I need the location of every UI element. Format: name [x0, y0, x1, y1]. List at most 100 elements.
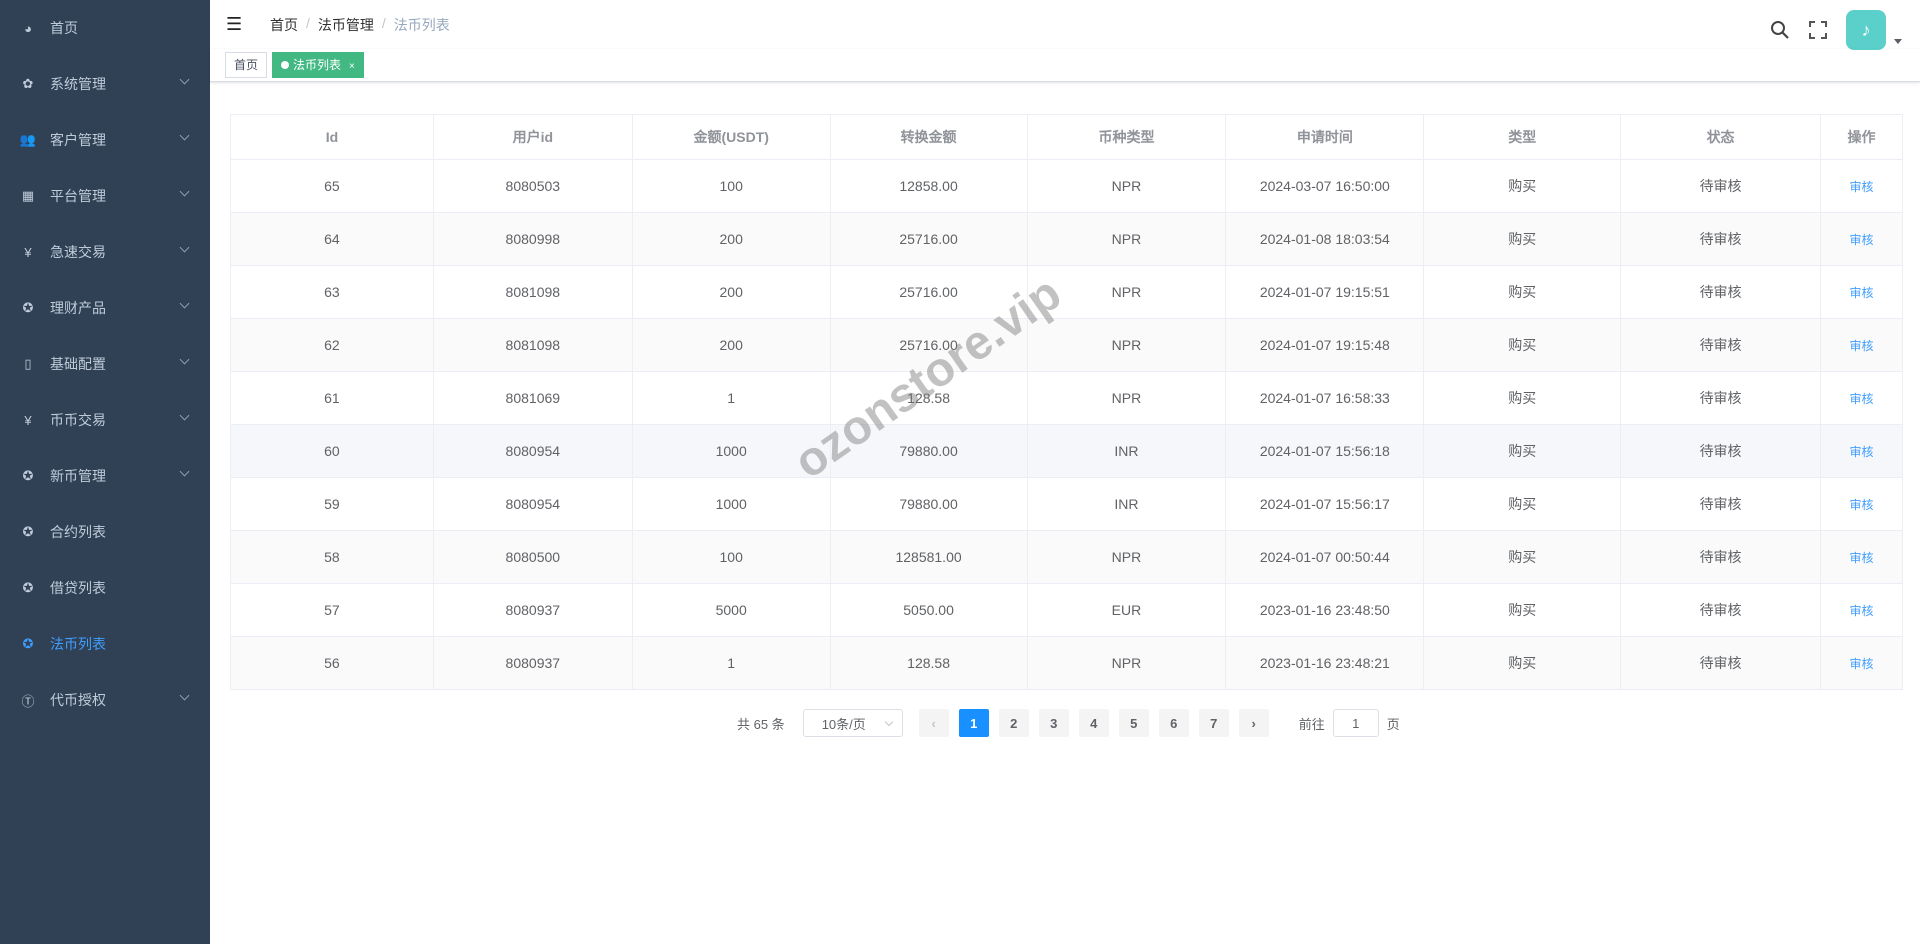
table-cell: 8081069: [432, 371, 633, 425]
table-cell: 8080503: [432, 159, 633, 213]
table-cell: 审核: [1820, 318, 1903, 372]
table-cell: 审核: [1820, 371, 1903, 425]
search-icon[interactable]: [1770, 20, 1790, 40]
breadcrumb: 首页 / 法币管理 / 法币列表: [270, 15, 450, 35]
page-button-4[interactable]: 4: [1078, 709, 1109, 737]
review-button[interactable]: 审核: [1849, 232, 1874, 247]
sidebar-item-6[interactable]: ▯ 基础配置: [0, 336, 210, 392]
review-button[interactable]: 审核: [1849, 550, 1874, 565]
table-row: 58 8080500 100 128581.00 NPR 2024-01-07 00:50…: [230, 530, 1903, 584]
sidebar-item-5[interactable]: ✪ 理财产品: [0, 280, 210, 336]
table-cell: 购买: [1423, 159, 1622, 213]
tag-home[interactable]: 首页: [225, 52, 268, 78]
table-cell: 购买: [1423, 212, 1622, 266]
table-cell: 8080954: [432, 424, 633, 478]
page-button-1[interactable]: 1: [958, 709, 989, 737]
table-cell: 2024-01-08 18:03:54: [1225, 212, 1425, 266]
review-button[interactable]: 审核: [1849, 603, 1874, 618]
review-button[interactable]: 审核: [1849, 391, 1874, 406]
table-cell: 待审核: [1620, 159, 1821, 213]
goto-page: 前往 页: [1299, 709, 1400, 737]
review-button[interactable]: 审核: [1849, 497, 1874, 512]
table-cell: 63: [230, 265, 434, 319]
close-icon[interactable]: ×: [349, 61, 355, 72]
table-cell: NPR: [1026, 318, 1227, 372]
table-cell: NPR: [1026, 530, 1227, 584]
page-button-7[interactable]: 7: [1198, 709, 1229, 737]
sidebar-item-label: 币币交易: [50, 412, 106, 428]
sidebar-item-9[interactable]: ✪ 合约列表: [0, 504, 210, 560]
table-cell: 12858.00: [829, 159, 1028, 213]
avatar[interactable]: ♪: [1846, 10, 1886, 50]
caret-down-icon[interactable]: [1894, 38, 1902, 44]
table-cell: 购买: [1423, 265, 1622, 319]
yen-icon: ¥: [24, 412, 32, 428]
page-button-6[interactable]: 6: [1158, 709, 1189, 737]
tag-fiat-list[interactable]: 法币列表 ×: [272, 52, 364, 78]
grid-icon: ▦: [21, 188, 35, 203]
table-cell: 5000: [631, 583, 831, 637]
hamburger-icon[interactable]: ☰: [226, 14, 243, 34]
sidebar-item-0[interactable]: ◕ 首页: [0, 0, 210, 56]
table-cell: 待审核: [1620, 318, 1821, 372]
circle-icon: ✪: [22, 580, 34, 595]
table-cell: 57: [230, 583, 434, 637]
table-cell: 购买: [1423, 477, 1622, 531]
review-button[interactable]: 审核: [1849, 179, 1874, 194]
table-cell: 5050.00: [829, 583, 1028, 637]
sidebar-item-10[interactable]: ✪ 借贷列表: [0, 560, 210, 616]
page-button-5[interactable]: 5: [1118, 709, 1149, 737]
breadcrumb-home[interactable]: 首页: [270, 16, 298, 33]
table-cell: 8081098: [432, 265, 633, 319]
table-cell: 待审核: [1620, 371, 1821, 425]
fullscreen-icon[interactable]: [1808, 20, 1828, 40]
next-page-button[interactable]: ›: [1238, 709, 1269, 737]
sidebar-item-2[interactable]: 👥 客户管理: [0, 112, 210, 168]
table-cell: 8080937: [432, 636, 633, 690]
prev-page-button[interactable]: ‹: [918, 709, 949, 737]
table-cell: 128.58: [829, 371, 1028, 425]
sidebar-item-11[interactable]: ✪ 法币列表: [0, 616, 210, 672]
active-dot-icon: [281, 61, 290, 69]
table-cell: INR: [1026, 477, 1227, 531]
sidebar-item-12[interactable]: Ⓣ 代币授权: [0, 672, 210, 728]
table-cell: NPR: [1026, 212, 1227, 266]
review-button[interactable]: 审核: [1849, 338, 1874, 353]
review-button[interactable]: 审核: [1849, 444, 1874, 459]
column-header: 币种类型: [1026, 114, 1227, 160]
table-row: 61 8081069 1 128.58 NPR 2024-01-07 16:58:33 购买…: [230, 371, 1903, 425]
sidebar-item-1[interactable]: ✿ 系统管理: [0, 56, 210, 112]
table-cell: 待审核: [1620, 636, 1821, 690]
page-button-3[interactable]: 3: [1038, 709, 1069, 737]
table-cell: 2024-01-07 15:56:17: [1225, 477, 1425, 531]
column-header: Id: [230, 114, 434, 160]
page-button-2[interactable]: 2: [998, 709, 1029, 737]
chevron-down-icon: [179, 242, 190, 253]
goto-page-input[interactable]: [1332, 709, 1379, 737]
sidebar-item-3[interactable]: ▦ 平台管理: [0, 168, 210, 224]
table-cell: 2024-03-07 16:50:00: [1225, 159, 1425, 213]
table-header: Id 用户id 金额(USDT) 转换金额 币种类型 申请时间 类型 状态 操作: [230, 114, 1903, 160]
review-button[interactable]: 审核: [1849, 656, 1874, 671]
goto-suffix: 页: [1386, 716, 1400, 732]
table-cell: 79880.00: [829, 424, 1028, 478]
sidebar-item-7[interactable]: ¥ 币币交易: [0, 392, 210, 448]
table-cell: 56: [230, 636, 434, 690]
sidebar-item-label: 借贷列表: [50, 580, 106, 596]
tags-view: 首页 法币列表 ×: [210, 49, 1920, 82]
table-row: 62 8081098 200 25716.00 NPR 2024-01-07 19:15:…: [230, 318, 1903, 372]
sidebar-item-label: 首页: [50, 20, 78, 36]
page-size-select[interactable]: 10条/页: [802, 709, 903, 737]
sidebar-item-label: 平台管理: [50, 188, 106, 204]
table-cell: 8080937: [432, 583, 633, 637]
sidebar-item-label: 合约列表: [50, 524, 106, 540]
sidebar-item-8[interactable]: ✪ 新币管理: [0, 448, 210, 504]
breadcrumb-separator: /: [306, 14, 310, 31]
users-icon: 👥: [19, 132, 37, 147]
breadcrumb-fiat-management[interactable]: 法币管理: [317, 16, 374, 33]
review-button[interactable]: 审核: [1849, 285, 1874, 300]
sidebar-item-4[interactable]: ¥ 急速交易: [0, 224, 210, 280]
sidebar-item-label: 客户管理: [50, 132, 106, 148]
table-cell: 2024-01-07 19:15:48: [1225, 318, 1425, 372]
